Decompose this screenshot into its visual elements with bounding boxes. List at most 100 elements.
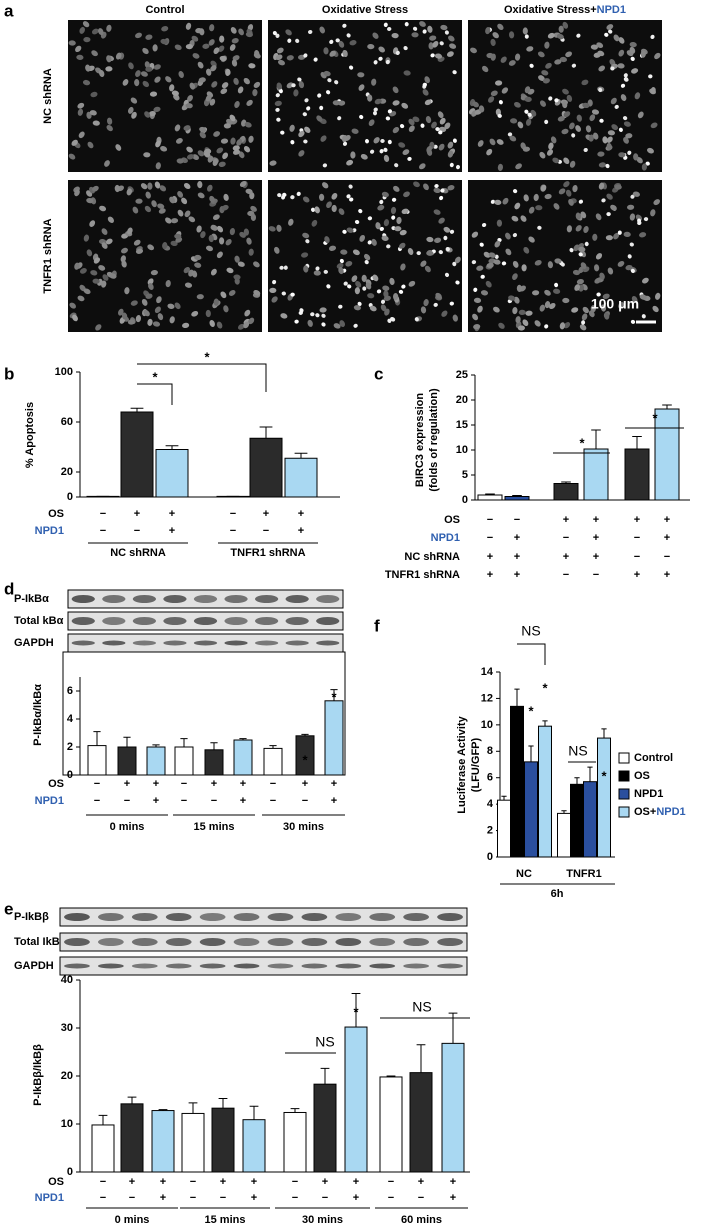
nucleus xyxy=(559,56,567,63)
nucleus xyxy=(497,163,504,171)
nucleus xyxy=(449,162,454,168)
nucleus xyxy=(271,296,278,303)
nucleus xyxy=(206,68,212,76)
nucleus xyxy=(298,150,305,157)
nucleus xyxy=(485,280,492,288)
nucleus xyxy=(576,33,581,38)
nucleus xyxy=(194,262,202,268)
nucleus xyxy=(174,302,181,310)
y-tick-label: 0 xyxy=(67,491,73,503)
bar xyxy=(510,705,524,858)
nucleus xyxy=(562,21,569,29)
nucleus xyxy=(633,153,639,161)
bar xyxy=(324,700,344,776)
nucleus xyxy=(599,272,605,280)
nucleus xyxy=(181,197,188,205)
nucleus xyxy=(82,79,91,86)
blot-band xyxy=(193,617,218,625)
nucleus xyxy=(584,241,589,247)
nucleus xyxy=(75,45,82,53)
blot-band xyxy=(102,617,126,625)
row-label: TNFR1 shRNA xyxy=(385,569,460,581)
nucleus xyxy=(324,236,330,244)
nucleus xyxy=(354,287,361,295)
blot-band xyxy=(255,617,279,625)
blot-strip xyxy=(59,956,468,976)
nucleus xyxy=(134,79,140,87)
nucleus xyxy=(419,21,426,27)
nucleus xyxy=(296,191,301,197)
bar xyxy=(120,411,154,498)
nucleus xyxy=(495,80,503,86)
nucleus xyxy=(229,44,236,51)
bracket xyxy=(137,363,267,392)
condition-sign: + xyxy=(220,1176,226,1188)
y-axis-label: (LFU/GFP) xyxy=(470,737,482,792)
nucleus xyxy=(187,94,193,102)
nucleus xyxy=(148,283,154,290)
panel-label: d xyxy=(4,579,14,598)
nucleus xyxy=(390,316,395,322)
condition-sign: − xyxy=(124,795,130,807)
nucleus xyxy=(433,209,441,215)
nucleus xyxy=(488,96,495,103)
nucleus xyxy=(590,305,596,313)
bar xyxy=(155,449,189,498)
nucleus xyxy=(143,309,150,317)
nucleus xyxy=(522,27,528,35)
legend-label-part: NPD1 xyxy=(656,806,685,818)
nucleus xyxy=(639,232,647,238)
nucleus xyxy=(563,111,571,118)
blot-band xyxy=(437,913,463,921)
condition-sign: + xyxy=(353,1176,359,1188)
nucleus xyxy=(237,323,245,330)
nucleus xyxy=(439,195,444,201)
scale-bar-label: 100 μm xyxy=(591,296,639,312)
nucleus xyxy=(588,134,594,142)
nucleus xyxy=(128,62,134,70)
nucleus xyxy=(618,127,623,132)
legend-label: OS xyxy=(634,770,650,782)
nucleus xyxy=(231,59,238,67)
nucleus xyxy=(505,248,512,256)
nucleus xyxy=(568,198,574,206)
nucleus xyxy=(502,197,509,205)
nucleus xyxy=(554,282,559,288)
nucleus xyxy=(365,282,372,290)
nucleus xyxy=(367,216,373,221)
nucleus xyxy=(439,41,444,46)
nucleus xyxy=(102,274,109,281)
nucleus xyxy=(478,105,485,113)
nucleus xyxy=(346,159,354,166)
nucleus xyxy=(272,30,277,36)
nucleus xyxy=(494,254,499,259)
nucleus xyxy=(248,317,255,325)
nucleus xyxy=(288,218,294,226)
nucleus xyxy=(83,234,90,242)
blot-band xyxy=(301,938,328,946)
nucleus xyxy=(303,139,308,144)
nucleus xyxy=(342,49,348,58)
nucleus xyxy=(610,97,617,105)
condition-sign: − xyxy=(220,1192,226,1204)
nucleus xyxy=(230,27,237,34)
nucleus xyxy=(394,226,402,232)
nucleus xyxy=(191,35,199,42)
nucleus xyxy=(244,309,251,317)
nucleus xyxy=(154,76,161,83)
blot-band xyxy=(163,595,187,603)
nucleus xyxy=(629,242,634,247)
nucleus xyxy=(175,138,183,144)
bar xyxy=(151,1110,175,1173)
nucleus xyxy=(438,217,445,224)
nucleus xyxy=(485,27,491,35)
nucleus xyxy=(494,240,501,248)
nucleus xyxy=(591,109,600,115)
nucleus xyxy=(447,185,455,191)
nucleus xyxy=(545,62,552,69)
nucleus xyxy=(198,77,206,83)
nucleus xyxy=(420,306,427,314)
nucleus xyxy=(298,130,305,138)
condition-sign: + xyxy=(664,514,670,526)
nucleus xyxy=(383,147,388,153)
